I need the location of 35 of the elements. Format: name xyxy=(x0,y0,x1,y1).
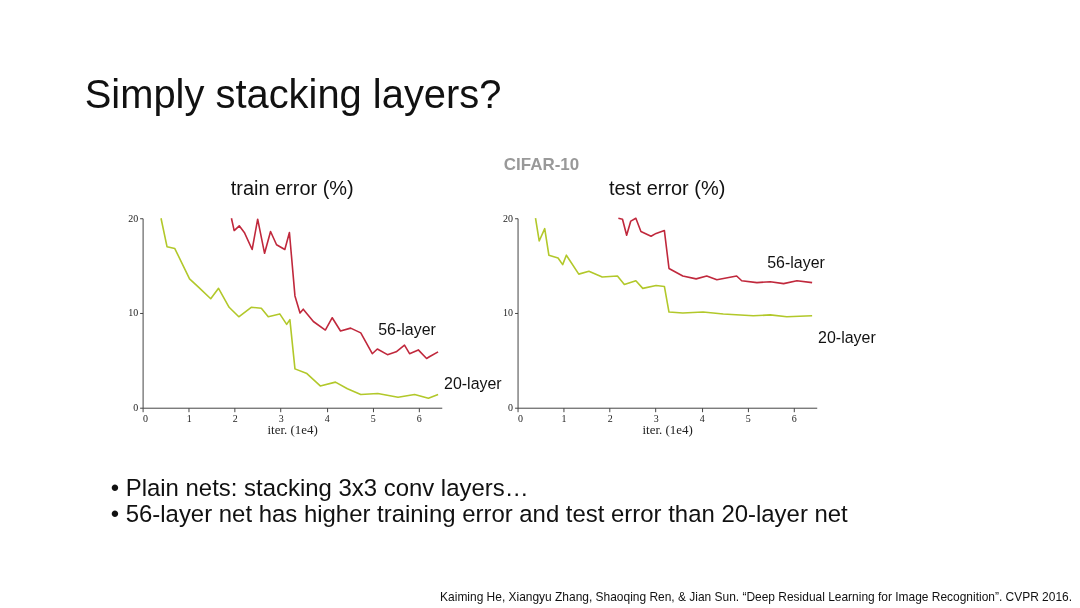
text: Simply stacking layers? xyxy=(84,71,502,116)
series-label: 20-layer xyxy=(444,375,503,393)
y-tick-label: 0 xyxy=(133,402,139,414)
x-tick-label: 2 xyxy=(607,413,613,425)
x-tick-label: 0 xyxy=(143,413,149,425)
line-series xyxy=(230,217,439,360)
x-tick-label: 5 xyxy=(745,413,751,425)
text: Kaiming He, Xiangyu Zhang, Shaoqing Ren, & Jian Sun. “Deep Residual Learning for Image Recognition”. CVPR 2016. xyxy=(440,590,1073,605)
y-tick-label: 10 xyxy=(503,307,514,319)
text: • Plain nets: stacking 3x3 conv layers… xyxy=(110,474,529,502)
x-tick-label: 1 xyxy=(186,413,192,425)
y-tick-label: 0 xyxy=(508,402,514,414)
series-label: 56-layer xyxy=(378,320,437,338)
line-series xyxy=(160,217,439,400)
text: CIFAR-10 xyxy=(503,155,580,175)
x-tick-label: 2 xyxy=(232,413,238,425)
x-tick-label: 4 xyxy=(324,413,330,425)
y-tick-label: 20 xyxy=(128,212,139,224)
x-tick-label: 5 xyxy=(370,413,376,425)
x-tick-label: 0 xyxy=(518,413,524,425)
y-tick-label: 10 xyxy=(128,307,139,319)
series-label: 20-layer xyxy=(818,328,877,346)
chart-title: train error (%) xyxy=(230,177,354,200)
x-tick-label: 6 xyxy=(791,413,797,425)
x-tick-label: 4 xyxy=(699,413,705,425)
x-tick-label: 1 xyxy=(561,413,567,425)
text: • 56-layer net has higher training error and test error than 20-layer net xyxy=(110,500,849,528)
x-tick-label: 6 xyxy=(416,413,422,425)
x-axis-title: iter. (1e4) xyxy=(267,422,318,438)
chart-title: test error (%) xyxy=(608,177,726,200)
series-label: 56-layer xyxy=(767,253,826,271)
x-tick-label: 3 xyxy=(653,413,659,425)
x-tick-label: 3 xyxy=(278,413,284,425)
x-axis-title: iter. (1e4) xyxy=(642,422,693,438)
y-tick-label: 20 xyxy=(503,212,514,224)
